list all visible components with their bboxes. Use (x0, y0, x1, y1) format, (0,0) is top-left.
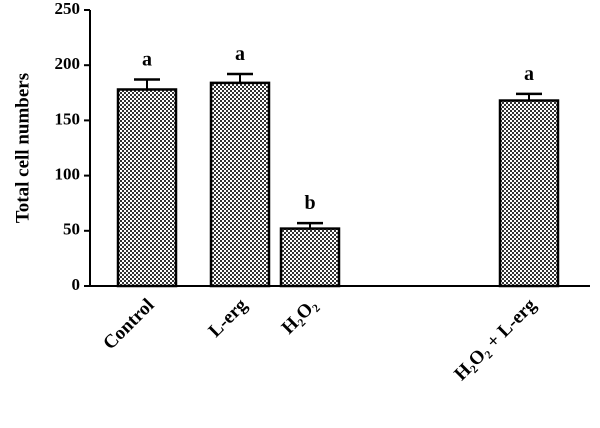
y-tick-label: 200 (55, 54, 81, 73)
y-tick-label: 0 (72, 275, 81, 294)
y-tick-label: 100 (55, 165, 81, 184)
y-tick-label: 250 (55, 0, 81, 18)
y-tick-label: 50 (63, 220, 80, 239)
bar (116, 88, 178, 288)
significance-label: a (235, 43, 245, 65)
x-tick-label: Control (99, 295, 158, 354)
y-tick-label: 150 (55, 109, 81, 128)
x-tick-label: L-erg (205, 294, 252, 341)
bar (498, 99, 560, 288)
y-axis-label: Total cell numbers (12, 73, 33, 223)
significance-label: a (142, 49, 152, 71)
x-tick-label: H₂O₂ (278, 294, 322, 338)
bar (279, 227, 341, 288)
x-tick-label: H₂O₂ + L-erg (450, 294, 541, 385)
bar (209, 81, 271, 288)
significance-label: a (524, 63, 534, 85)
significance-label: b (304, 192, 315, 214)
